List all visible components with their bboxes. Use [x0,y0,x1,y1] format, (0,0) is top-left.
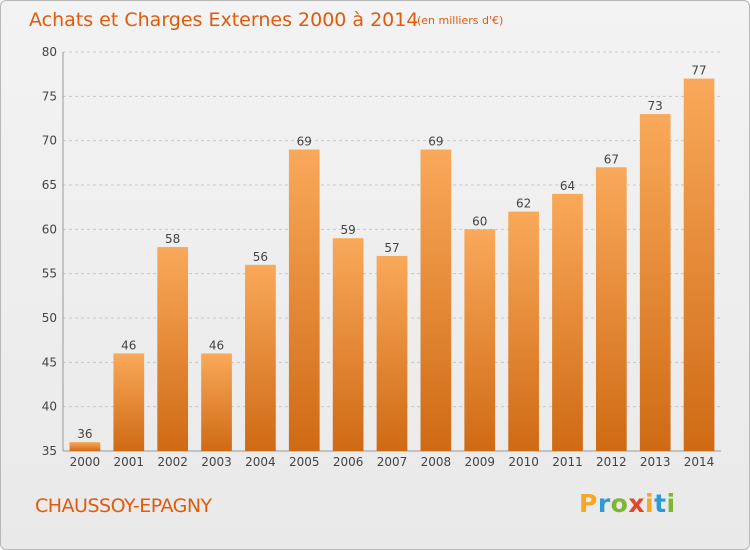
data-label: 73 [648,99,663,113]
x-tick-label: 2007 [377,455,408,469]
bar-2002 [157,247,189,451]
bar-2009 [464,229,496,451]
y-tick-label: 45 [42,355,57,369]
bar-2014 [683,78,715,451]
bar-2010 [508,211,539,451]
data-label: 59 [340,223,355,237]
bar-2003 [201,353,232,451]
logo-letter: i [645,489,655,518]
data-label: 67 [604,152,619,166]
bar-2000 [69,442,101,451]
bar-2004 [245,264,276,451]
logo-letter: x [628,489,645,518]
x-tick-label: 2002 [157,455,188,469]
x-tick-label: 2013 [640,455,671,469]
x-tick-label: 2014 [684,455,715,469]
y-tick-label: 65 [42,178,57,192]
x-tick-label: 2005 [289,455,320,469]
y-tick-label: 75 [42,89,57,103]
data-label: 46 [209,338,224,352]
data-label: 62 [516,197,531,211]
bar-2001 [113,353,145,451]
y-tick-label: 50 [42,311,57,325]
chart-subtitle: (en milliers d'€) [417,14,504,27]
y-tick-label: 40 [42,400,57,414]
logo-letter: o [610,489,629,518]
bar-2008 [420,149,452,452]
data-label: 46 [121,338,136,352]
bar-2012 [595,167,627,451]
x-tick-label: 2008 [421,455,452,469]
x-tick-label: 2004 [245,455,276,469]
logo-letter: P [579,489,598,518]
bar-2006 [332,238,364,451]
bar-2011 [552,193,583,451]
x-tick-label: 2010 [508,455,539,469]
logo-letter: t [654,489,667,518]
data-label: 36 [77,427,92,441]
logo-letter: r [597,489,611,518]
data-label: 60 [472,214,487,228]
bar-2007 [376,255,408,451]
bar-2005 [288,149,320,452]
x-tick-label: 2011 [552,455,583,469]
data-label: 69 [428,135,443,149]
data-label: 56 [253,250,268,264]
data-label: 64 [560,179,575,193]
proxiti-logo: Proxiti [579,489,676,518]
x-tick-label: 2009 [464,455,495,469]
y-tick-label: 55 [42,267,57,281]
data-label: 58 [165,232,180,246]
bar-2013 [639,114,671,452]
y-tick-label: 70 [42,134,57,148]
x-tick-label: 2001 [114,455,145,469]
y-tick-label: 80 [42,45,57,59]
x-tick-label: 2000 [70,455,101,469]
data-label: 57 [384,241,399,255]
x-tick-label: 2012 [596,455,627,469]
logo-letter: i [666,489,676,518]
data-label: 69 [297,135,312,149]
x-tick-label: 2003 [201,455,232,469]
data-label: 77 [691,64,706,78]
x-tick-label: 2006 [333,455,364,469]
commune-name: CHAUSSOY-EPAGNY [35,495,212,517]
y-tick-label: 35 [42,444,57,458]
chart-title: Achats et Charges Externes 2000 à 2014 [29,9,419,31]
y-tick-label: 60 [42,222,57,236]
